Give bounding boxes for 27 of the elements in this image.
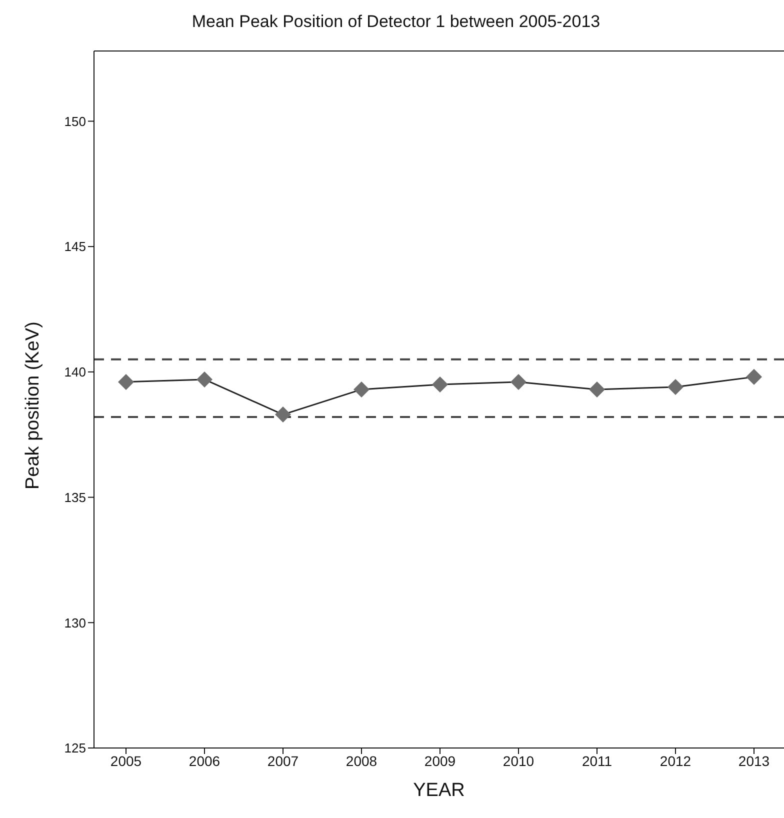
x-tick-label: 2009	[424, 752, 456, 769]
chart-title: Mean Peak Position of Detector 1 between 2005-2013	[190, 11, 602, 33]
y-tick-label: 140	[64, 364, 86, 380]
point	[354, 381, 370, 398]
y-tick-label: 150	[64, 114, 86, 129]
x-tick-label: 2007	[267, 752, 299, 769]
y-tick-label: 125	[64, 740, 86, 756]
x-tick-label: 2005	[110, 752, 142, 769]
y-axis-title: Peak position (KeV)	[22, 322, 44, 490]
x-tick-label: 2013	[738, 752, 770, 769]
point	[118, 374, 134, 390]
point	[510, 374, 526, 390]
x-tick-label: 2008	[346, 752, 378, 769]
x-tick-label: 2006	[188, 752, 220, 769]
y-tick-label: 130	[64, 615, 86, 630]
point	[432, 376, 448, 392]
point	[668, 378, 684, 395]
x-tick-label: 2012	[660, 752, 692, 769]
point	[275, 406, 291, 423]
point	[589, 381, 605, 398]
x-tick-label: 2011	[582, 752, 612, 769]
y-tick-label: 145	[64, 239, 86, 254]
point	[746, 368, 762, 385]
x-tick-label: 2010	[502, 752, 534, 769]
point	[196, 371, 212, 388]
y-tick-label: 135	[64, 490, 86, 505]
x-axis-title: YEAR	[413, 780, 465, 801]
